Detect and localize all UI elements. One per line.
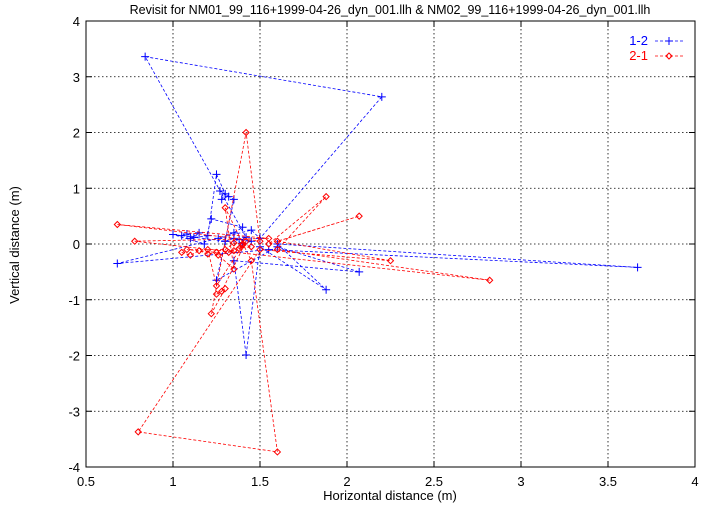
x-tick-label: 2.5 <box>425 474 443 489</box>
data-point <box>238 223 247 232</box>
data-point <box>131 237 139 245</box>
legend: 1-22-1 <box>629 33 683 63</box>
y-tick-label: -1 <box>68 293 80 308</box>
chart-title: Revisit for NM01_99_116+1999-04-26_dyn_0… <box>130 3 651 17</box>
data-point <box>322 285 331 294</box>
y-tick-label: 0 <box>73 237 80 252</box>
x-tick-label: 0.5 <box>77 474 95 489</box>
data-point <box>212 248 221 257</box>
data-point <box>273 448 282 456</box>
data-point <box>212 282 221 290</box>
series-line <box>117 56 638 355</box>
series-line <box>117 132 490 453</box>
y-axis: -4 -3 -2 -1 0 1 2 3 4 <box>68 14 695 475</box>
data-point <box>247 257 256 265</box>
data-point <box>242 237 250 245</box>
y-tick-label: 3 <box>73 70 80 85</box>
data-point <box>235 235 244 244</box>
x-axis: 0.5 1 1.5 2 2.5 3 3.5 4 <box>77 21 699 489</box>
legend-label: 2-1 <box>629 48 648 63</box>
data-point <box>182 229 191 238</box>
y-tick-label: -4 <box>68 460 80 475</box>
data-point <box>141 52 150 61</box>
data-point <box>186 251 195 259</box>
data-point <box>273 237 282 245</box>
data-point <box>195 246 203 255</box>
data-point <box>264 240 273 248</box>
data-point <box>235 244 243 253</box>
data-point <box>212 170 221 179</box>
data-point <box>230 246 238 255</box>
data-point <box>113 220 122 229</box>
data-point <box>256 237 264 245</box>
data-point <box>207 309 215 318</box>
data-point <box>355 212 363 220</box>
data-point <box>238 241 247 249</box>
data-point <box>221 284 229 293</box>
series-2 <box>113 128 494 456</box>
data-point <box>229 228 238 237</box>
y-tick-label: -2 <box>68 349 80 364</box>
data-point <box>224 192 233 201</box>
y-axis-title: Vertical distance (m) <box>7 186 22 304</box>
series-1 <box>113 52 642 359</box>
data-point <box>214 234 223 243</box>
data-point <box>212 290 221 298</box>
legend-label: 1-2 <box>629 33 648 48</box>
data-point <box>242 233 251 242</box>
series-layer <box>113 52 642 456</box>
data-point <box>207 214 216 223</box>
data-point <box>229 256 238 265</box>
x-tick-label: 1 <box>169 474 176 489</box>
x-tick-label: 1.5 <box>251 474 269 489</box>
data-point <box>242 128 250 137</box>
data-point <box>221 204 229 212</box>
data-point <box>386 257 395 265</box>
y-tick-label: 4 <box>73 14 80 29</box>
legend-marker <box>665 52 673 60</box>
data-point <box>633 263 642 272</box>
data-point <box>186 234 195 243</box>
y-tick-label: -3 <box>68 404 80 419</box>
data-point <box>177 231 186 240</box>
data-point <box>169 230 177 239</box>
data-point <box>485 276 494 284</box>
data-point <box>230 265 238 273</box>
data-point <box>247 226 256 235</box>
data-point <box>195 228 204 237</box>
data-point <box>183 245 191 254</box>
data-point <box>113 259 122 268</box>
grid-lines <box>86 21 695 467</box>
data-point <box>273 245 282 254</box>
data-point <box>215 187 224 196</box>
data-point <box>355 267 364 276</box>
data-point <box>200 240 209 248</box>
x-tick-label: 2 <box>343 474 350 489</box>
data-point <box>230 239 238 247</box>
data-point <box>134 428 142 436</box>
data-point <box>247 243 256 251</box>
data-point <box>214 251 222 259</box>
y-tick-label: 2 <box>73 126 80 141</box>
data-point <box>204 245 212 254</box>
data-point <box>224 248 233 257</box>
data-point <box>217 195 226 204</box>
data-point <box>242 350 251 359</box>
data-point <box>177 248 186 257</box>
x-tick-label: 3.5 <box>599 474 617 489</box>
x-axis-title: Horizontal distance (m) <box>323 488 457 503</box>
data-point <box>377 92 386 101</box>
data-point <box>256 245 264 254</box>
legend-marker <box>665 37 673 45</box>
y-tick-label: 1 <box>73 181 80 196</box>
x-tick-label: 4 <box>691 474 698 489</box>
data-point <box>204 250 212 258</box>
x-tick-label: 3 <box>517 474 524 489</box>
data-point <box>322 192 330 201</box>
